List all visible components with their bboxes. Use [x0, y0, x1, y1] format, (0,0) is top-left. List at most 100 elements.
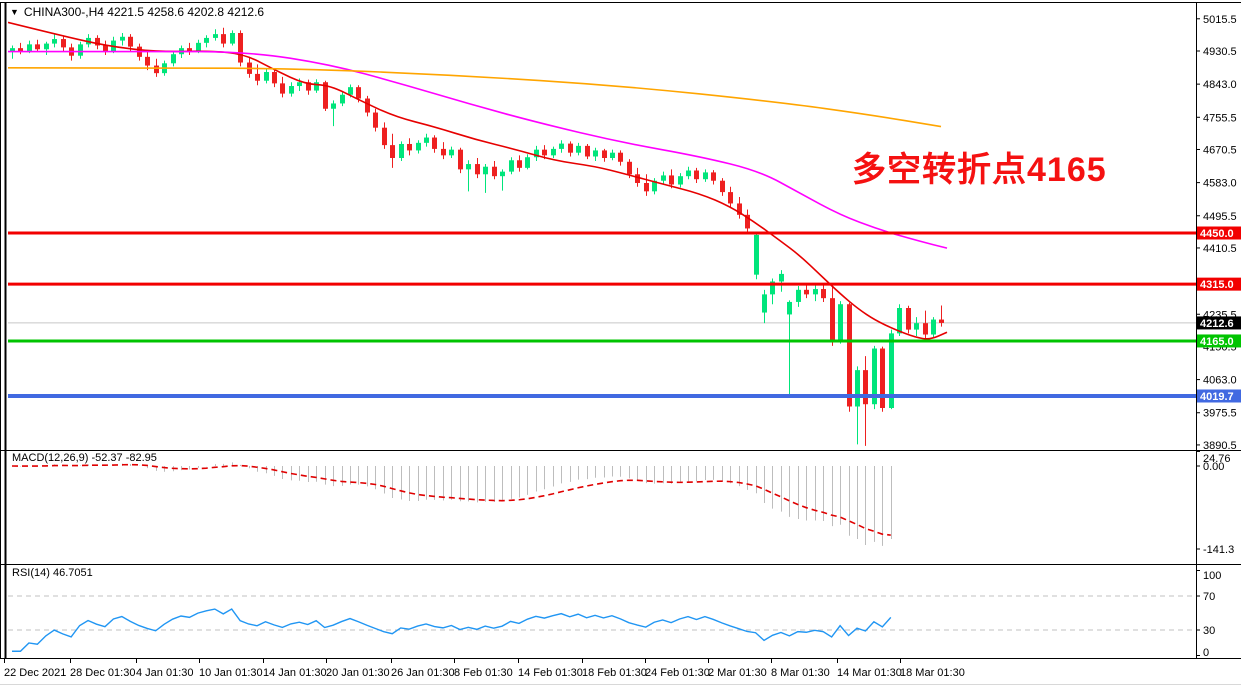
time-tick-label: 26 Jan 01:30: [391, 667, 455, 679]
candle-body: [711, 172, 716, 181]
time-tick-label: 20 Jan 01:30: [326, 667, 390, 679]
candle-body: [323, 82, 328, 109]
time-tick-label: 14 Feb 01:30: [518, 667, 583, 679]
price-tick-label: 3890.5: [1203, 440, 1237, 452]
price-tick-label: 4843.0: [1203, 79, 1237, 91]
macd-axis-label: -141.3: [1203, 544, 1234, 556]
price-tag: 4450.0: [1200, 228, 1234, 240]
candle-body: [678, 176, 683, 185]
candle-body: [18, 48, 23, 52]
candle-body: [593, 150, 598, 157]
time-tick-label: 18 Feb 01:30: [582, 667, 647, 679]
candle-body: [796, 289, 801, 302]
candle-body: [356, 87, 361, 99]
candle-body: [196, 42, 201, 52]
candle-body: [534, 149, 539, 158]
time-tick-label: 2 Mar 01:30: [708, 667, 767, 679]
price-tick-label: 4670.5: [1203, 144, 1237, 156]
candle-body: [272, 72, 277, 84]
time-tick-label: 14 Mar 01:30: [837, 667, 902, 679]
candle-body: [492, 166, 497, 177]
candle-body: [348, 87, 353, 95]
main-chart-layer: [8, 21, 1196, 446]
macd-axis-label: 24.76: [1203, 453, 1231, 465]
price-tick-label: 4410.5: [1203, 243, 1237, 255]
candle-body: [171, 54, 176, 64]
candle-body: [416, 142, 421, 151]
candle-body: [923, 323, 928, 335]
candle-body: [855, 370, 860, 407]
candle-body: [35, 44, 40, 50]
candle-body: [187, 48, 192, 52]
rsi-axis-label: 30: [1203, 625, 1215, 637]
candle-body: [432, 137, 437, 149]
candle-body: [762, 294, 767, 313]
candle-body: [264, 72, 269, 81]
price-tick-label: 4755.5: [1203, 112, 1237, 124]
candle-body: [703, 172, 708, 180]
candle-body: [872, 348, 877, 405]
candle-body: [551, 148, 556, 156]
rsi-axis-label: 70: [1203, 591, 1215, 603]
candle-body: [458, 149, 463, 170]
candle-body: [754, 234, 759, 275]
ma-mid-magenta: [8, 50, 948, 249]
ma-fast-red: [8, 21, 948, 340]
candle-body: [931, 319, 936, 335]
candle-body: [373, 112, 378, 128]
candle-body: [306, 82, 311, 91]
candle-body: [787, 301, 792, 315]
candle-body: [728, 192, 733, 204]
candle-body: [483, 166, 488, 175]
candle-body: [204, 37, 209, 43]
price-tick-label: 4930.5: [1203, 46, 1237, 58]
candle-body: [745, 214, 750, 229]
candle-body: [475, 164, 480, 175]
candle-body: [559, 143, 564, 149]
candle-body: [390, 145, 395, 158]
candle-body: [10, 48, 15, 52]
annotation-text[interactable]: 多空转折点4165: [852, 151, 1107, 189]
price-tag: 4019.7: [1200, 391, 1234, 403]
symbol-dropdown-icon[interactable]: ▼: [10, 6, 19, 17]
time-tick-label: 18 Mar 01:30: [900, 667, 965, 679]
candle-body: [610, 152, 615, 158]
macd-layer: [11, 462, 892, 546]
candle-body: [635, 174, 640, 183]
candle-body: [880, 348, 885, 409]
candle-body: [399, 143, 404, 158]
time-tick-label: 8 Feb 01:30: [454, 667, 513, 679]
candle-body: [644, 182, 649, 192]
candle-body: [466, 164, 471, 170]
candle-body: [52, 39, 57, 44]
price-tick-label: 4063.0: [1203, 375, 1237, 387]
candle-body: [838, 304, 843, 341]
candle-body: [804, 289, 809, 295]
candle-body: [500, 171, 505, 177]
price-axis: 5015.5 4930.5 4843.0 4755.5 4670.5 4583.0 4495…: [1196, 14, 1241, 659]
time-axis: 22 Dec 2021 28 Dec 01:30 4 Jan 01:30 10 Jan…: [4, 658, 965, 679]
candle-body: [568, 143, 573, 153]
candle-body: [44, 43, 49, 50]
candle-body: [424, 137, 429, 143]
candle-body: [27, 44, 32, 52]
candle-body: [821, 289, 826, 299]
candle-body: [238, 32, 243, 63]
candle-body: [154, 65, 159, 74]
macd-axis-label: 0.00: [1203, 461, 1224, 473]
candle-body: [542, 149, 547, 156]
rsi-axis-label: 100: [1203, 570, 1221, 582]
candle-body: [61, 39, 66, 48]
rsi-line: [12, 608, 892, 652]
time-tick-label: 28 Dec 01:30: [70, 667, 135, 679]
candle-body: [618, 152, 623, 162]
candle-body: [779, 273, 784, 282]
candle-body: [813, 289, 818, 295]
price-tag: 4165.0: [1200, 336, 1234, 348]
candle-body: [255, 73, 260, 81]
price-tick-label: 4583.0: [1203, 178, 1237, 190]
candle-body: [289, 86, 294, 94]
